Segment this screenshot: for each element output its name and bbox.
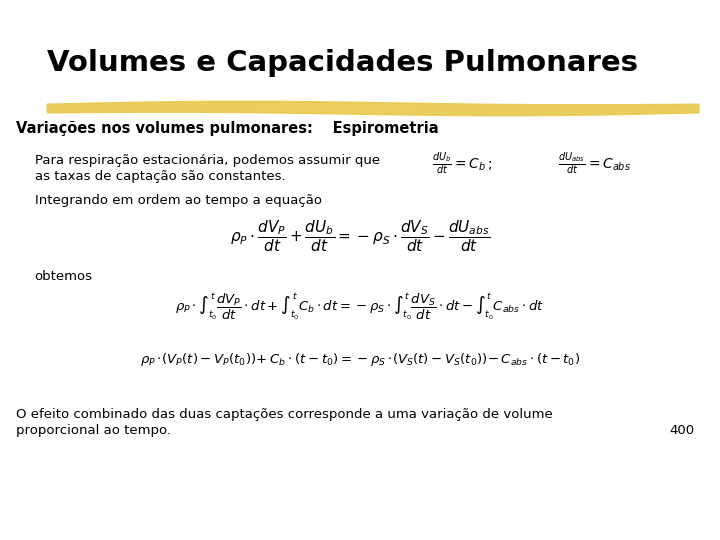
Text: Volumes e Capacidades Pulmonares: Volumes e Capacidades Pulmonares bbox=[47, 49, 638, 77]
Text: Variações nos volumes pulmonares:  Espirometria: Variações nos volumes pulmonares: Espiro… bbox=[16, 122, 438, 137]
Text: proporcional ao tempo.: proporcional ao tempo. bbox=[16, 424, 171, 437]
Text: O efeito combinado das duas captações corresponde a uma variação de volume: O efeito combinado das duas captações co… bbox=[16, 408, 552, 421]
Text: $\frac{dU_b}{dt} = C_b\,;$: $\frac{dU_b}{dt} = C_b\,;$ bbox=[432, 151, 492, 177]
Text: Para respiração estacionária, podemos assumir que: Para respiração estacionária, podemos as… bbox=[35, 154, 379, 167]
Text: as taxas de captação são constantes.: as taxas de captação são constantes. bbox=[35, 170, 285, 183]
Text: Integrando em ordem ao tempo a equação: Integrando em ordem ao tempo a equação bbox=[35, 194, 322, 207]
Text: 400: 400 bbox=[670, 424, 695, 437]
Text: obtemos: obtemos bbox=[35, 270, 93, 283]
Text: $\rho_P \cdot \dfrac{dV_P}{dt} + \dfrac{dU_b}{dt} = -\rho_S \cdot \dfrac{dV_S}{d: $\rho_P \cdot \dfrac{dV_P}{dt} + \dfrac{… bbox=[230, 219, 490, 254]
Text: $\rho_P \cdot \!\left(V_P(t) - V_P(t_0)\right)\! + C_b \cdot (t-t_0) = -\rho_S \: $\rho_P \cdot \!\left(V_P(t) - V_P(t_0)\… bbox=[140, 351, 580, 368]
Text: $\rho_P \cdot \int_{t_0}^{t} \dfrac{dV_P}{dt} \cdot dt + \int_{t_0}^{t} C_b \cdo: $\rho_P \cdot \int_{t_0}^{t} \dfrac{dV_P… bbox=[176, 292, 544, 322]
Text: $\frac{dU_{abs}}{dt} = C_{abs}$: $\frac{dU_{abs}}{dt} = C_{abs}$ bbox=[558, 151, 631, 177]
